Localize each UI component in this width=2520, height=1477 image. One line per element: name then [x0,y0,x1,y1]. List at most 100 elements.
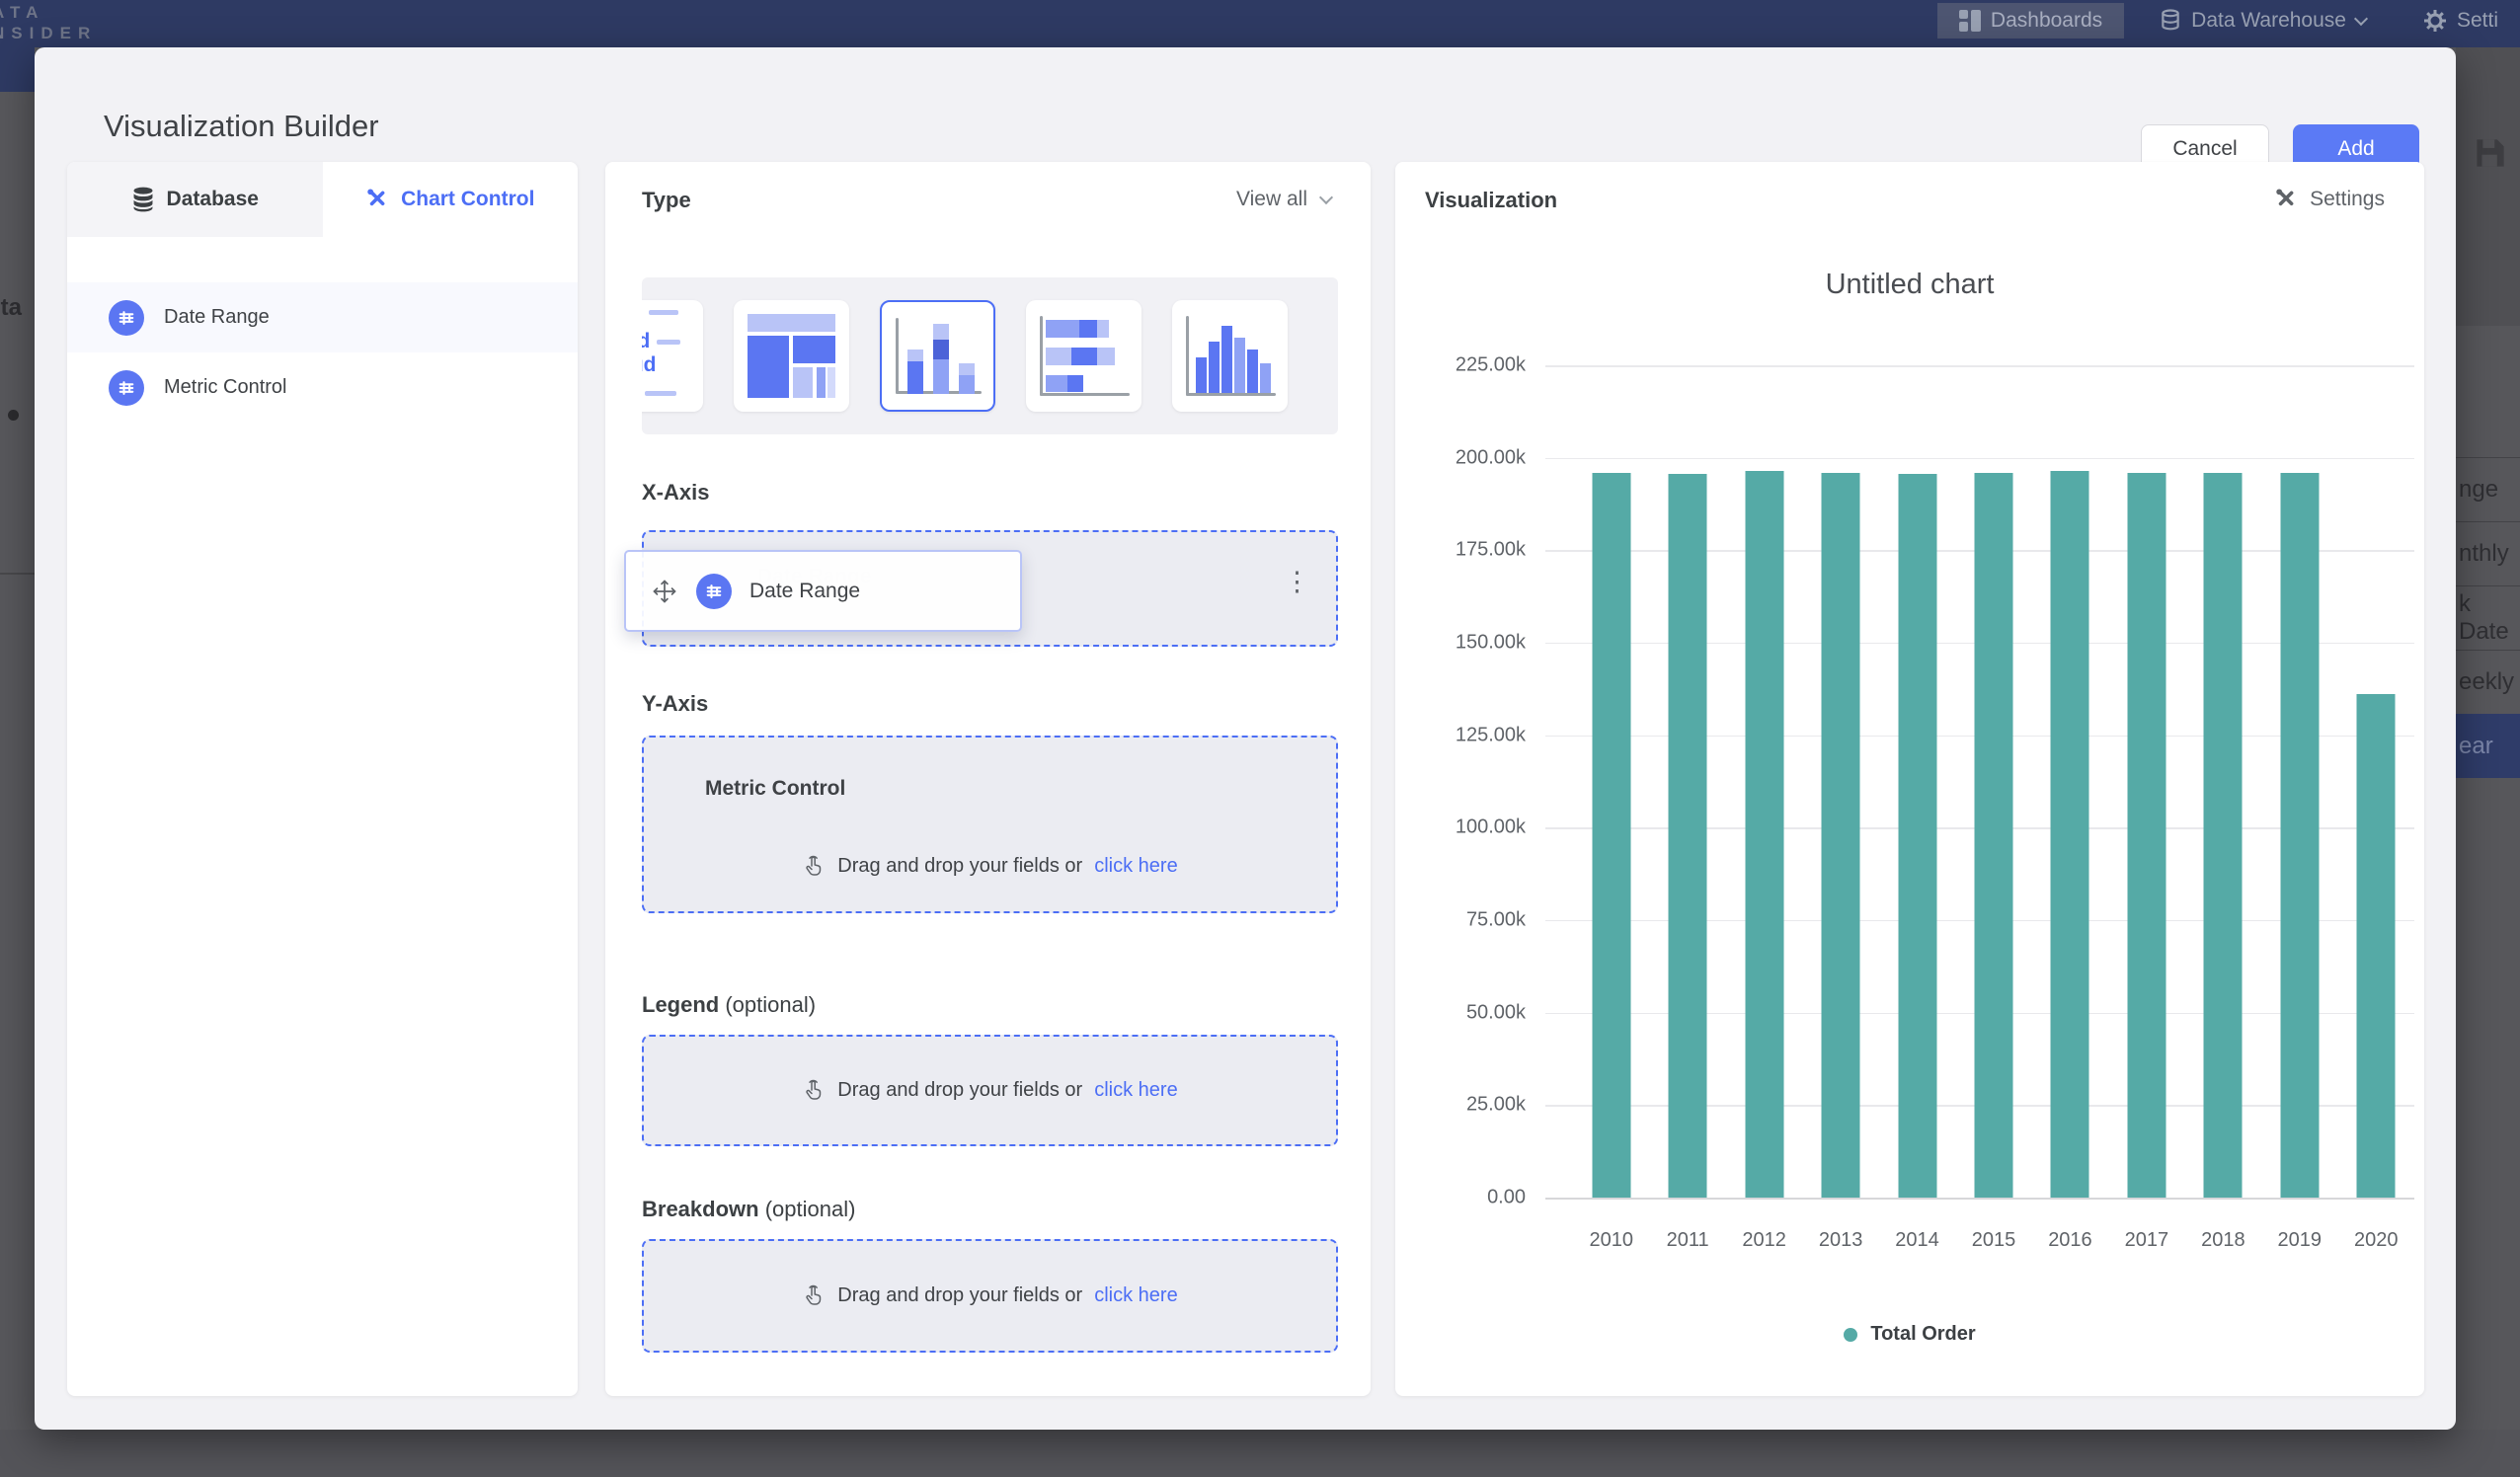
drop-hint-text: Drag and drop your fields or [837,855,1082,878]
chart-type-word-cloud[interactable]: Word Cloud [642,300,703,412]
field-item-metric-control[interactable]: Metric Control [67,352,578,423]
list-item: k Date [2456,585,2520,650]
chart-type-stacked-column[interactable] [880,300,995,412]
breakdown-dropzone[interactable]: Drag and drop your fields or click here [642,1239,1338,1353]
drop-hint: Drag and drop your fields or click here [644,1078,1336,1102]
tools-icon [365,188,389,211]
bar-slot [1649,365,1725,1198]
logo-line2: NSIDER [0,23,97,43]
background-divider [0,573,35,575]
y-axis-tick-label: 50.00k [1417,1001,1526,1024]
bar[interactable] [1669,474,1707,1198]
chevron-down-icon [2354,12,2368,26]
bar[interactable] [2280,473,2319,1198]
field-label: Date Range [164,306,270,329]
tools-icon [2274,188,2298,211]
chart-type-histogram[interactable] [1172,300,1288,412]
click-here-link[interactable]: click here [1094,1284,1177,1307]
y-axis-dropzone[interactable]: Metric Control Drag and drop your fields… [642,736,1338,913]
tap-hand-icon [802,854,826,878]
axis [1186,393,1276,396]
x-axis-tick-label: 2015 [1955,1229,2031,1252]
x-axis-tick-label: 2017 [2108,1229,2184,1252]
y-axis-tick-label: 175.00k [1417,539,1526,562]
axis [1186,316,1189,396]
x-axis-tick-label: 2014 [1879,1229,1955,1252]
control-icon [696,574,732,609]
bars-row [1573,365,2414,1198]
bar[interactable] [1592,473,1630,1198]
settings-label: Settings [2310,188,2385,211]
drop-hint-text: Drag and drop your fields or [837,1079,1082,1102]
gear-icon [2423,9,2447,33]
dragged-field-label: Date Range [749,580,860,603]
database-icon [2160,9,2181,33]
tab-database[interactable]: Database [67,162,323,237]
chart-plot: 225.00k200.00k175.00k150.00k125.00k100.0… [1545,365,2414,1198]
logo-line1: ATA [0,2,97,23]
legend-label: Total Order [1870,1323,1975,1346]
y-axis-tick-label: 75.00k [1417,908,1526,931]
click-here-link[interactable]: click here [1094,855,1177,878]
legend-dot [1844,1328,1857,1342]
field-item-date-range[interactable]: Date Range [67,282,578,352]
wordcloud-word: Word [642,330,656,353]
nav-item-data-warehouse[interactable]: Data Warehouse [2138,3,2388,39]
bar-slot [2032,365,2108,1198]
top-nav-bar: ATA NSIDER Dashboards Data Warehouse [0,0,2520,47]
y-axis-title: Y-Axis [642,691,708,717]
list-item: eekly [2456,650,2520,714]
chart-type-stacked-bar[interactable] [1026,300,1142,412]
kebab-menu-icon[interactable]: ⋮ [1284,569,1310,595]
visualization-title: Visualization [1425,188,1557,213]
chart-legend: Total Order [1395,1323,2424,1346]
drop-hint: Drag and drop your fields or click here [644,1283,1336,1307]
dragged-field-date-range[interactable]: Date Range [624,550,1022,632]
field-label: Metric Control [164,376,286,399]
bar-slot [1879,365,1955,1198]
chart-title: Untitled chart [1395,269,2424,301]
background-left-edge: ota [0,92,35,1477]
bar[interactable] [2204,473,2243,1198]
bar[interactable] [1898,474,1936,1198]
legend-title: Legend (optional) [642,992,816,1018]
app-logo: ATA NSIDER [0,2,97,43]
y-axis-tick-label: 25.00k [1417,1094,1526,1117]
y-axis-tick-label: 225.00k [1417,354,1526,377]
screen: ATA NSIDER Dashboards Data Warehouse [0,0,2520,1477]
wordcloud-word: Cloud [642,353,656,377]
tap-hand-icon [802,1078,826,1102]
y-axis-tick-label: 125.00k [1417,724,1526,746]
legend-dropzone[interactable]: Drag and drop your fields or click here [642,1035,1338,1146]
background-text-fragment: ota [0,294,22,322]
click-here-link[interactable]: click here [1094,1079,1177,1102]
nav-data-warehouse-label: Data Warehouse [2191,9,2346,33]
nav-item-dashboards[interactable]: Dashboards [1937,3,2124,39]
bar-slot [1955,365,2031,1198]
list-item-selected: ear [2456,714,2520,778]
bar[interactable] [1974,473,2012,1198]
x-axis-tick-label: 2010 [1573,1229,1649,1252]
settings-button[interactable]: Settings [2274,188,2385,211]
database-icon [131,187,155,212]
bar[interactable] [2357,694,2396,1198]
chart-type-treemap[interactable] [734,300,849,412]
bar[interactable] [2051,471,2089,1198]
bar[interactable] [1822,473,1860,1198]
chevron-down-icon [1319,191,1333,204]
builder-panel: Type View all Word Cloud [605,162,1371,1396]
gridline [1545,1198,2414,1200]
modal-title: Visualization Builder [104,109,379,144]
y-axis-tick-label: 0.00 [1417,1187,1526,1209]
nav-item-settings[interactable]: Setti [2402,3,2520,39]
background-bullet [8,410,19,421]
bar-slot [2108,365,2184,1198]
bar-slot [1802,365,1878,1198]
view-all-dropdown[interactable]: View all [1236,188,1331,211]
control-icon [109,370,144,406]
bar-slot [2338,365,2414,1198]
bar[interactable] [2127,473,2166,1198]
bar[interactable] [1745,471,1783,1198]
tab-chart-control[interactable]: Chart Control [323,162,579,237]
x-axis-labels: 2010201120122013201420152016201720182019… [1573,1229,2414,1252]
